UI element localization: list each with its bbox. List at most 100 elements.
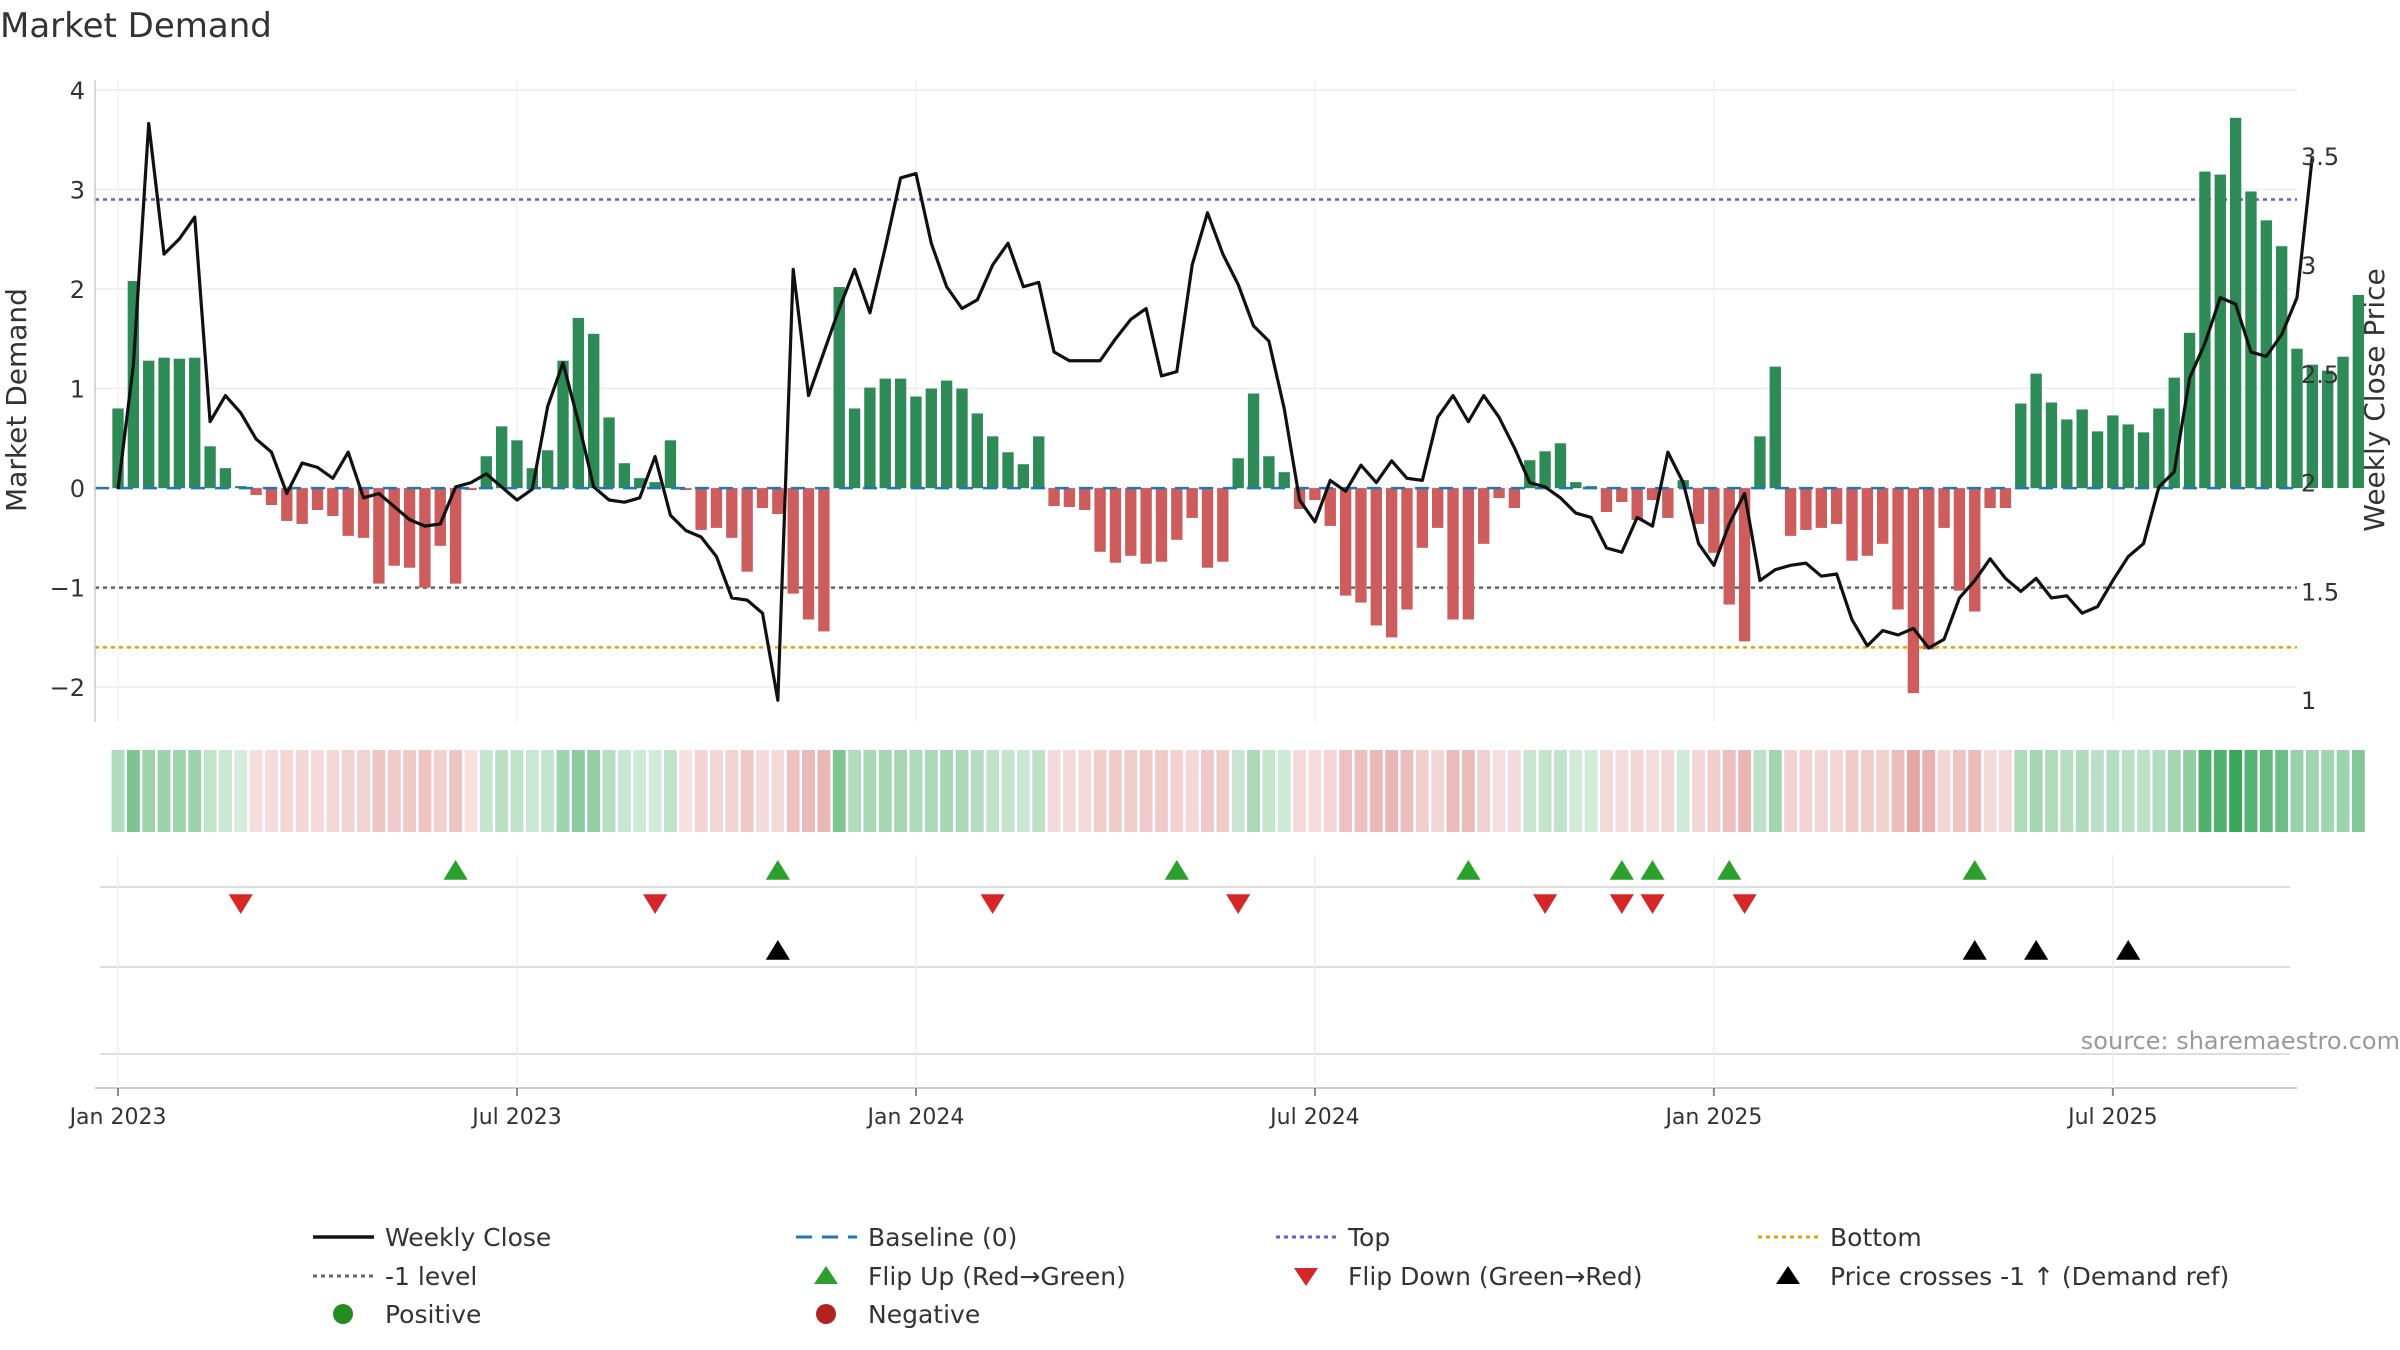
heat-cell — [403, 750, 417, 832]
demand-bar — [1002, 452, 1014, 489]
heat-cell — [433, 750, 447, 832]
demand-bar — [1385, 488, 1398, 638]
demand-bar — [1539, 451, 1551, 489]
heat-cell — [479, 750, 493, 832]
demand-bar — [403, 488, 416, 568]
demand-bar — [664, 440, 677, 489]
demand-bar — [1416, 488, 1429, 548]
heat-cell — [1646, 750, 1659, 832]
demand-bar — [2015, 403, 2027, 489]
legend-label: Bottom — [1830, 1223, 1922, 1252]
demand-bar — [1140, 488, 1152, 564]
demand-bar — [1048, 488, 1060, 507]
y-tick-label: 0 — [70, 475, 85, 503]
demand-bar — [311, 488, 324, 510]
demand-bar — [2275, 246, 2288, 489]
demand-bar — [1370, 488, 1382, 626]
flip-up-marker — [1640, 860, 1665, 880]
heat-cell — [1999, 750, 2012, 832]
heat-cell — [1400, 750, 1414, 832]
demand-bar — [388, 488, 400, 566]
legend-swatch-triangle-up — [814, 1266, 838, 1284]
demand-bar — [726, 488, 738, 538]
demand-bar — [158, 357, 170, 489]
demand-bar — [127, 281, 140, 489]
y2-tick-label: 3.5 — [2301, 143, 2339, 171]
heat-cell — [1139, 750, 1153, 832]
heat-cell — [633, 750, 647, 832]
demand-bar — [1017, 464, 1030, 489]
flip-up-marker — [1164, 860, 1189, 880]
demand-bar — [2107, 415, 2119, 489]
legend-label: -1 level — [385, 1262, 477, 1291]
demand-bar — [910, 396, 922, 489]
axes: 4 3 2 1 0 −1 −2 3.5 3 2.5 2 1.5 1 — [50, 77, 2339, 722]
heat-cell — [648, 750, 662, 832]
demand-bar — [1616, 488, 1628, 503]
heat-cell — [1155, 750, 1168, 832]
heat-cell — [924, 750, 938, 832]
demand-bar — [2183, 332, 2196, 489]
heat-cell — [2336, 750, 2350, 832]
demand-bar — [1646, 488, 1659, 501]
demand-bar — [1570, 482, 1582, 489]
chart-title: Market Demand — [0, 6, 272, 46]
demand-bar — [1769, 366, 1781, 489]
heat-cell — [357, 750, 370, 832]
heat-cell — [1078, 750, 1092, 832]
demand-bar — [495, 426, 508, 489]
flip-down-marker — [642, 894, 668, 914]
legend-label: Price crosses -1 ↑ (Demand ref) — [1830, 1262, 2229, 1291]
demand-bar — [971, 413, 984, 489]
heat-cell — [1860, 750, 1874, 832]
legend-label: Top — [1347, 1223, 1390, 1252]
heat-cell — [1339, 750, 1353, 832]
demand-bar — [1339, 488, 1352, 596]
demand-bar — [1186, 488, 1198, 518]
heat-cell — [2290, 750, 2304, 832]
heat-cell — [602, 750, 616, 832]
demand-bar — [1554, 443, 1567, 489]
heat-cell — [786, 750, 800, 832]
heat-cell — [2014, 750, 2028, 832]
heat-cell — [694, 750, 708, 832]
demand-bar — [1171, 488, 1183, 540]
flip-up-marker — [1962, 860, 1987, 880]
y-tick-label: −2 — [50, 674, 85, 702]
heat-cell — [1093, 750, 1107, 832]
demand-bar — [265, 488, 278, 506]
flip-down-marker — [980, 894, 1005, 914]
demand-bar — [465, 488, 477, 491]
demand-bar — [894, 378, 907, 489]
demand-bar — [1278, 472, 1290, 489]
heat-cell — [311, 750, 324, 832]
legend-label: Flip Up (Red→Green) — [868, 1262, 1126, 1291]
heat-cell — [556, 750, 570, 832]
demand-bar — [1109, 488, 1122, 563]
heat-cell — [1062, 750, 1076, 832]
y-tick-label: 4 — [70, 77, 85, 105]
demand-bar — [1692, 488, 1705, 524]
heat-cell — [802, 750, 815, 832]
heat-cell — [203, 750, 217, 832]
heat-cell — [1630, 750, 1644, 832]
demand-bar — [296, 488, 308, 524]
demand-bar — [848, 408, 861, 489]
demand-bar — [987, 436, 999, 489]
demand-bar — [1247, 393, 1260, 489]
demand-bar — [1155, 488, 1168, 562]
heat-cell — [1738, 750, 1752, 832]
demand-bar — [802, 488, 815, 620]
heat-cell — [1293, 750, 1307, 832]
heat-cell — [295, 750, 309, 832]
demand-bar — [480, 456, 492, 489]
heat-cell — [1768, 750, 1782, 832]
heat-cell — [587, 750, 601, 832]
heat-cell — [986, 750, 1000, 832]
demand-bar — [2137, 432, 2150, 489]
flip-up-marker — [1609, 860, 1634, 880]
heat-cell — [1492, 750, 1506, 832]
demand-bars — [112, 117, 2365, 694]
demand-bar — [1784, 488, 1797, 536]
heat-cell — [1968, 750, 1982, 832]
